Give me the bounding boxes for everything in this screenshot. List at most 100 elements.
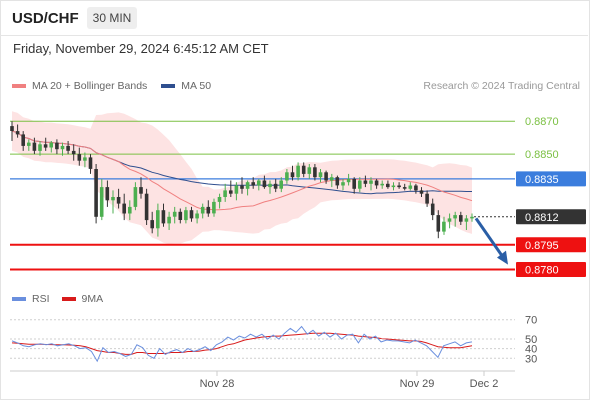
candle-body (38, 144, 42, 151)
candle (178, 208, 183, 224)
candle-body (105, 187, 110, 201)
candle-body (301, 165, 306, 174)
legend-label-rsi: RSI (32, 293, 50, 305)
candle (83, 152, 87, 168)
legend-swatch-9ma (61, 297, 76, 301)
candle-body (43, 144, 48, 148)
candle-body (352, 178, 356, 189)
candle (419, 187, 424, 197)
candle (128, 200, 132, 221)
candle-body (402, 187, 407, 189)
level-label-0: 0.8870 (525, 116, 559, 128)
candle (346, 173, 351, 186)
candle (447, 213, 452, 229)
candle-body (380, 183, 384, 186)
candle-body (71, 150, 76, 155)
forecast-arrow-shaft (474, 217, 506, 260)
rsi-tick-30: 30 (525, 353, 537, 365)
candle-body (167, 216, 171, 224)
candle-body (470, 216, 474, 219)
candle (167, 211, 171, 230)
candle-body (189, 210, 194, 219)
candle (217, 193, 222, 209)
candle-body (133, 187, 138, 207)
candle-body (156, 210, 160, 229)
credit-text: Research © 2024 Trading Central (423, 80, 580, 92)
candle (296, 162, 300, 181)
rsi-tick-70: 70 (525, 315, 537, 327)
candle-body (318, 172, 323, 178)
candle-body (32, 142, 37, 151)
candle (184, 206, 188, 224)
candle-body (77, 154, 82, 161)
candle-body (139, 187, 143, 194)
candle (430, 198, 435, 221)
candle (32, 137, 37, 155)
candle-body (369, 180, 373, 184)
candle-body (397, 185, 401, 188)
candle-body (358, 180, 362, 189)
candle (144, 188, 149, 225)
candle (60, 142, 65, 156)
candle (408, 182, 413, 191)
legend-swatch-rsi (12, 297, 26, 301)
candle-body (200, 206, 205, 214)
level-label-1: 0.8850 (525, 149, 559, 161)
candle-body (217, 197, 222, 202)
rsi-tick-40: 40 (525, 344, 537, 356)
legend-item-ma50: MA 50 (161, 80, 211, 92)
rsi-legend: RSI 9MA (12, 293, 115, 305)
candle-body (459, 215, 463, 222)
candle (234, 182, 239, 201)
candle (229, 180, 233, 197)
price-legend: MA 20 + Bollinger Bands MA 50 (12, 80, 225, 92)
forecast-arrow-head (497, 250, 508, 265)
timestamp: Friday, November 29, 2024 6:45:12 AM CET (13, 41, 269, 56)
candle (15, 124, 20, 138)
candle (251, 177, 255, 189)
time-tick-label-1: Nov 29 (400, 378, 435, 390)
candle-body (419, 190, 424, 194)
candle (71, 144, 76, 161)
candle (470, 213, 474, 222)
candle (43, 137, 48, 151)
candle (459, 211, 463, 225)
candle (257, 178, 261, 191)
candle (453, 211, 457, 227)
candle (397, 182, 401, 189)
time-axis-layer: Nov 28 Nov 29 Dec 2 (10, 370, 515, 390)
symbol-label[interactable]: USD/CHF (12, 9, 79, 27)
level-label-5: 0.8780 (525, 265, 559, 277)
candle-body (223, 190, 227, 197)
candle-body (430, 203, 435, 216)
candle-body (262, 180, 267, 188)
candle-body (60, 145, 65, 150)
interval-button[interactable]: 30 MIN (86, 7, 138, 29)
candle (38, 141, 42, 156)
candle (77, 147, 82, 166)
level-label-4: 0.8795 (525, 240, 559, 252)
candle (380, 180, 384, 189)
candle-body (234, 185, 239, 194)
candle (391, 182, 396, 191)
candle-body (195, 213, 199, 219)
legend-label-9ma: 9MA (81, 293, 104, 305)
candle (329, 173, 334, 188)
level-tag-4 (516, 237, 586, 253)
candle-body (414, 185, 418, 191)
candle-body (335, 177, 340, 186)
legend-label-ma50: MA 50 (181, 80, 212, 92)
candle-body (425, 193, 429, 204)
levels-layer (10, 120, 515, 271)
candle-body (442, 221, 446, 232)
candle-body (245, 182, 250, 189)
candle-body (10, 126, 14, 131)
candle-body (453, 215, 457, 219)
level-tag-2 (516, 171, 586, 187)
candle-body (161, 210, 166, 224)
candle-body (447, 218, 452, 222)
candle-body (83, 157, 87, 161)
candle-body (290, 172, 295, 178)
candle-body (94, 169, 98, 217)
